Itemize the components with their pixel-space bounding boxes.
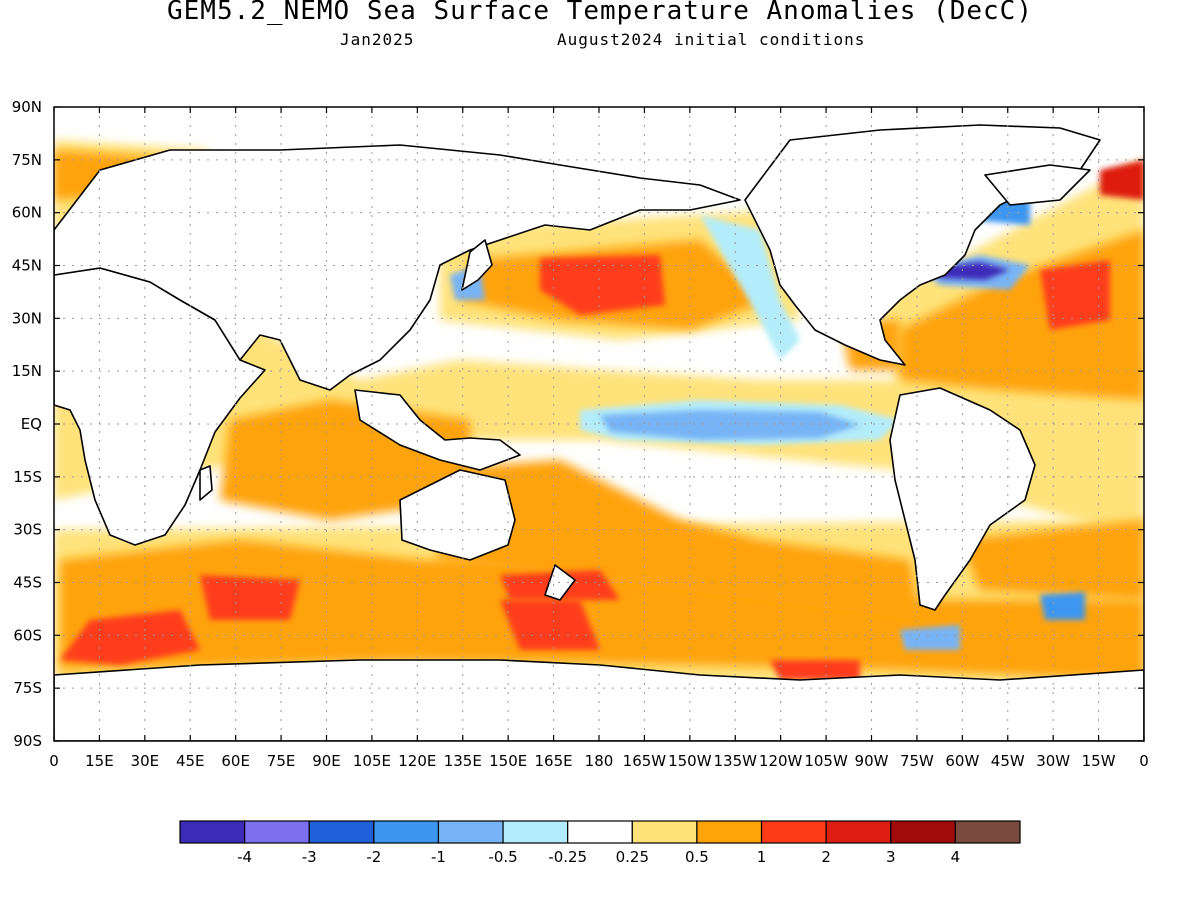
longitude-label: 0 [1139, 752, 1149, 770]
colorbar-label: 1 [757, 848, 767, 866]
colorbar-swatch [179, 820, 246, 844]
colorbar-swatch [890, 820, 956, 844]
colorbar-swatch [696, 820, 763, 844]
colorbar-swatch [373, 820, 440, 844]
longitude-label: 45E [176, 752, 205, 770]
colorbar-label: 0.25 [616, 848, 649, 866]
colorbar-label: 2 [821, 848, 831, 866]
longitude-label: 90W [855, 752, 889, 770]
colorbar-swatch [308, 820, 375, 844]
colorbar-swatch [244, 820, 310, 844]
colorbar-labels: -4 -3 -2 -1 -0.5 -0.25 0.25 0.5 1 2 3 4 [237, 848, 960, 866]
land [54, 124, 1144, 741]
colorbar-swatch [825, 820, 892, 844]
longitude-label: 45W [991, 752, 1025, 770]
latitude-label: 60S [13, 626, 42, 644]
colorbar-swatch [631, 820, 698, 844]
longitude-label: 75E [267, 752, 296, 770]
longitude-label: 60W [945, 752, 979, 770]
colorbar-label: -0.5 [488, 848, 517, 866]
colorbar-swatch [567, 820, 633, 844]
longitude-label: 105W [804, 752, 848, 770]
latitude-labels: 90N 75N 60N 45N 30N 15N EQ 15S 30S 45S 60S 75S 90S [12, 98, 42, 750]
colorbar-label: 0.5 [685, 848, 709, 866]
longitude-label: 150E [489, 752, 527, 770]
colorbar-label: -0.25 [548, 848, 587, 866]
longitude-label: 120E [398, 752, 436, 770]
latitude-label: 15N [12, 362, 42, 380]
latitude-label: 45S [13, 574, 42, 592]
latitude-label: 90S [13, 732, 42, 750]
colorbar-swatch [502, 820, 569, 844]
longitude-label: 30W [1036, 752, 1070, 770]
latitude-label: EQ [21, 415, 42, 433]
initial-conditions: August2024 initial conditions [557, 30, 866, 49]
latitude-label: 90N [12, 98, 42, 116]
colorbar-label: -3 [302, 848, 317, 866]
colorbar-swatch [760, 820, 827, 844]
longitude-label: 150W [668, 752, 712, 770]
longitude-label: 90E [312, 752, 341, 770]
latitude-label: 45N [12, 257, 42, 275]
latitude-label: 30S [13, 521, 42, 539]
latitude-label: 75N [12, 151, 42, 169]
latitude-label: 60N [12, 204, 42, 222]
longitude-labels: 0 15E 30E 45E 60E 75E 90E 105E 120E 135E 150E 165E 1… [49, 752, 1149, 770]
longitude-label: 60E [221, 752, 250, 770]
latitude-label: 15S [13, 468, 42, 486]
longitude-label: 165W [623, 752, 667, 770]
longitude-label: 165E [535, 752, 573, 770]
colorbar-label: 4 [951, 848, 961, 866]
axis-ticks [53, 106, 1145, 742]
longitude-label: 75W [900, 752, 934, 770]
colorbar-swatch [954, 820, 1021, 844]
colorbar-swatch [437, 820, 504, 844]
forecast-month: Jan2025 [340, 30, 415, 49]
map-title: GEM5.2_NEMO Sea Surface Temperature Anom… [167, 0, 1033, 26]
longitude-label: 30E [131, 752, 160, 770]
longitude-label: 105E [353, 752, 391, 770]
graticule [54, 107, 1144, 741]
colorbar-label: -4 [237, 848, 252, 866]
longitude-label: 120W [759, 752, 803, 770]
longitude-label: 135W [714, 752, 758, 770]
colorbar [179, 820, 1021, 844]
colorbar-label: -2 [366, 848, 381, 866]
longitude-label: 15E [85, 752, 114, 770]
colorbar-label: -1 [431, 848, 446, 866]
latitude-label: 30N [12, 309, 42, 327]
longitude-label: 15W [1082, 752, 1116, 770]
longitude-label: 0 [49, 752, 59, 770]
longitude-label: 180 [585, 752, 614, 770]
latitude-label: 75S [13, 679, 42, 697]
colorbar-label: 3 [886, 848, 896, 866]
longitude-label: 135E [444, 752, 482, 770]
